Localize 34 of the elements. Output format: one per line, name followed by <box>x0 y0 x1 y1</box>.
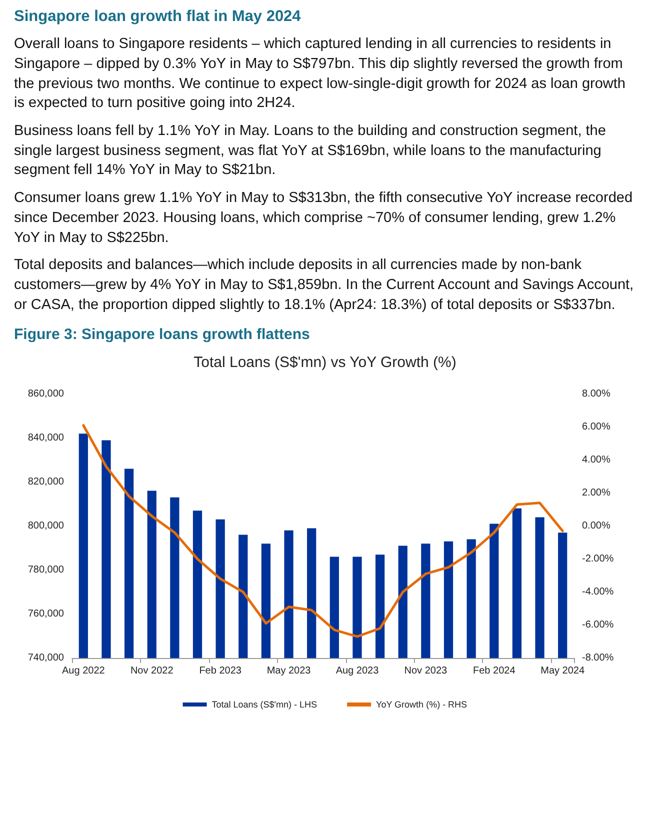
y-tick-label: 760,000 <box>28 608 64 620</box>
y2-tick-label: 8.00% <box>582 388 610 400</box>
y-tick-label: 820,000 <box>28 476 64 488</box>
y2-tick-label: 6.00% <box>582 421 610 432</box>
x-tick-label: Feb 2023 <box>199 665 242 676</box>
x-tick-label: Nov 2023 <box>404 665 448 676</box>
text: Singapore loan growth flat in May 2024 <box>14 7 302 27</box>
x-tick-label: Aug 2023 <box>336 665 380 676</box>
y-tick-label: 840,000 <box>28 432 64 444</box>
chart-title: Total Loans (S$'mn) vs YoY Growth (%) <box>194 354 456 371</box>
line-series <box>82 424 564 638</box>
x-tick-label: May 2024 <box>540 665 585 676</box>
x-tick-label: Aug 2022 <box>62 665 106 676</box>
y2-tick-label: -8.00% <box>582 652 614 664</box>
chart-subtitle: Figure 3: Singapore loans growth flattens <box>14 325 311 346</box>
y2-tick-label: -2.00% <box>582 553 614 564</box>
text: Business loans fell by 1.1% YoY in May. Loans to the building and construction segment, the single largest business segment, was flat YoY at S$169bn, while loans to the manufacturing segment fell 14% YoY in May to S$21bn. <box>14 122 607 180</box>
y-tick-label: 740,000 <box>28 652 64 664</box>
y-tick-label: 860,000 <box>28 388 64 400</box>
y2-tick-label: 2.00% <box>582 487 610 498</box>
y-tick-label: 800,000 <box>28 520 64 532</box>
y2-tick-label: 4.00% <box>582 454 610 466</box>
y2-tick-label: 0.00% <box>582 520 610 532</box>
y2-tick-label: -4.00% <box>582 586 614 598</box>
x-tick-label: May 2023 <box>266 665 312 676</box>
legend-label: YoY Growth (%) - RHS <box>376 699 468 710</box>
x-tick-label: Nov 2022 <box>130 665 174 676</box>
y2-tick-label: -6.00% <box>582 619 614 630</box>
legend-label: Total Loans (S$'mn) - LHS <box>212 699 318 710</box>
x-tick-label: Feb 2024 <box>473 665 516 676</box>
text: Overall loans to Singapore residents – which captured lending in all currencies to residents in Singapore – dipped by 0.3% YoY in May to S$797bn. This dip slightly reversed the growth from the previous two months. We continue to expect low-single-digit growth for 2024 as loan growth is expected to turn positive going into 2H24. <box>14 35 626 114</box>
text: Total deposits and balances—which include deposits in all currencies made by non-bank customers—grew by 4% YoY in May to S$1,859bn. In the Current Account and Savings Account, or CASA, the proportion dipped slightly to 18.1% (Apr24: 18.3%) of total deposits or S$337bn. <box>14 256 635 315</box>
y-tick-label: 780,000 <box>28 564 64 576</box>
text: Consumer loans grew 1.1% YoY in May to S$313bn, the fifth consecutive YoY increase recorded since December 2023. Housing loans, which comprise ~70% of consumer lending, grew 1.2% YoY in May to S$225bn. <box>14 189 634 248</box>
